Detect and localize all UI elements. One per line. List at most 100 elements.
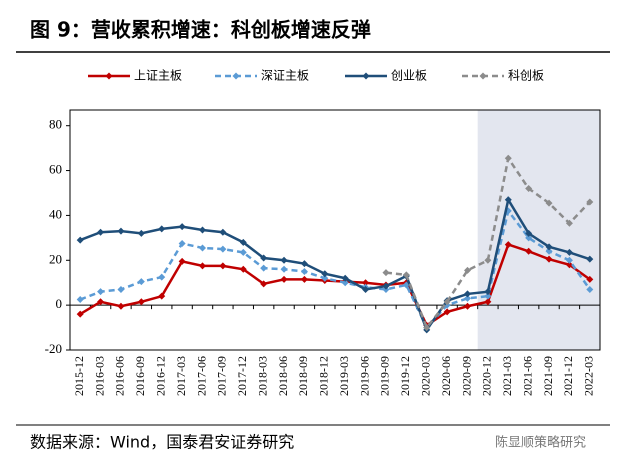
point — [565, 256, 573, 264]
point — [178, 223, 186, 231]
legend-label: 创业板 — [391, 69, 427, 83]
point — [300, 267, 308, 275]
x-tick-label: 2021-03 — [500, 356, 514, 396]
x-tick-label: 2019-03 — [337, 356, 351, 396]
x-tick-label: 2019-06 — [357, 356, 371, 396]
point — [137, 278, 145, 286]
x-tick-label: 2021-06 — [520, 356, 534, 396]
point — [423, 324, 431, 332]
point — [321, 274, 329, 282]
x-tick-label: 2021-12 — [561, 356, 575, 396]
highlight — [477, 110, 600, 350]
point — [525, 185, 533, 193]
series-line — [79, 208, 591, 330]
point — [199, 226, 206, 234]
watermark: 陈显顺策略研究 — [495, 435, 586, 451]
chart-title: 图 9：营收累积增速：科创板增速反弹 — [30, 18, 371, 42]
point — [76, 236, 84, 244]
x-tick-label: 2020-12 — [480, 356, 494, 396]
point — [341, 279, 349, 287]
point — [158, 225, 166, 233]
x-tick-label: 2022-03 — [582, 356, 596, 396]
point — [117, 227, 125, 235]
point — [464, 290, 471, 298]
legend-marker — [362, 72, 370, 80]
point — [484, 256, 492, 264]
point — [300, 275, 308, 283]
point — [158, 273, 166, 281]
point — [545, 255, 553, 263]
point — [565, 219, 573, 227]
point — [464, 266, 471, 274]
x-tick-label: 2018-09 — [296, 356, 310, 396]
legend-label: 深证主板 — [261, 69, 309, 83]
point — [199, 244, 206, 252]
point — [565, 261, 573, 269]
point — [484, 298, 492, 306]
point — [525, 234, 533, 242]
point — [362, 279, 370, 287]
point — [137, 229, 145, 237]
point — [117, 302, 125, 310]
point — [97, 298, 105, 306]
point — [280, 256, 288, 264]
x-tick-label: 2018-06 — [276, 356, 290, 396]
point — [260, 280, 268, 288]
point — [484, 292, 492, 300]
point — [219, 245, 227, 253]
point — [362, 285, 370, 293]
point — [545, 243, 553, 251]
point — [97, 228, 105, 236]
point — [382, 282, 390, 290]
x-tick-label: 2016-12 — [153, 356, 167, 396]
point — [239, 265, 247, 273]
legend-label: 上证主板 — [134, 69, 182, 83]
point — [219, 262, 227, 270]
point — [443, 298, 451, 306]
x-tick-label: 2018-03 — [255, 356, 269, 396]
x-tick-label: 2017-06 — [194, 356, 208, 396]
point — [525, 229, 533, 237]
x-tick-label: 2016-03 — [92, 356, 106, 396]
x-tick-label: 2020-09 — [459, 356, 473, 396]
point — [504, 196, 512, 204]
point — [545, 247, 553, 255]
point — [158, 292, 166, 300]
x-tick-label: 2020-06 — [439, 356, 453, 396]
point — [484, 288, 492, 296]
point — [321, 270, 329, 278]
point — [443, 308, 451, 316]
point — [280, 275, 288, 283]
series-line — [79, 196, 591, 333]
x-tick-label: 2021-09 — [541, 356, 555, 396]
point — [300, 260, 308, 268]
y-tick-label: 60 — [49, 162, 62, 177]
point — [239, 238, 247, 246]
x-tick-label: 2015-12 — [72, 356, 86, 396]
plot-frame — [69, 109, 601, 351]
x-tick-label: 2019-09 — [378, 356, 392, 396]
legend-marker — [105, 72, 113, 80]
point — [382, 269, 390, 277]
point — [260, 264, 268, 272]
point — [586, 198, 594, 206]
point — [137, 298, 145, 306]
point — [239, 248, 247, 256]
point — [464, 302, 471, 310]
y-tick-label: 20 — [49, 251, 62, 266]
point — [504, 241, 512, 249]
point — [586, 255, 594, 263]
x-tick-label: 2016-06 — [113, 356, 127, 396]
y-tick-label: 80 — [49, 117, 62, 132]
x-tick-label: 2020-03 — [418, 356, 432, 396]
source: 数据来源：Wind，国泰君安证券研究 — [30, 433, 294, 452]
point — [76, 310, 84, 318]
point — [199, 262, 206, 270]
point — [565, 248, 573, 256]
point — [464, 294, 471, 302]
legend-marker — [232, 72, 240, 80]
x-tick-label: 2016-09 — [133, 356, 147, 396]
point — [341, 274, 349, 282]
point — [525, 247, 533, 255]
